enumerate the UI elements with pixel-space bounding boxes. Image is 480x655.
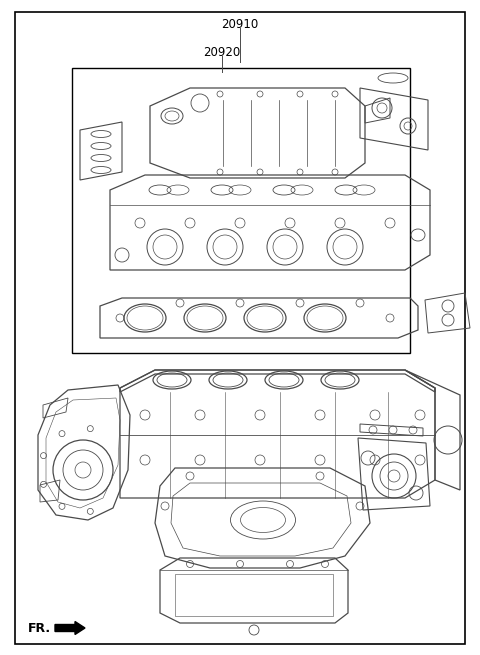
Text: FR.: FR. <box>28 622 51 635</box>
Bar <box>72 68 410 353</box>
Text: 20910: 20910 <box>221 18 259 31</box>
Text: 20920: 20920 <box>204 46 240 59</box>
FancyArrow shape <box>55 622 85 635</box>
